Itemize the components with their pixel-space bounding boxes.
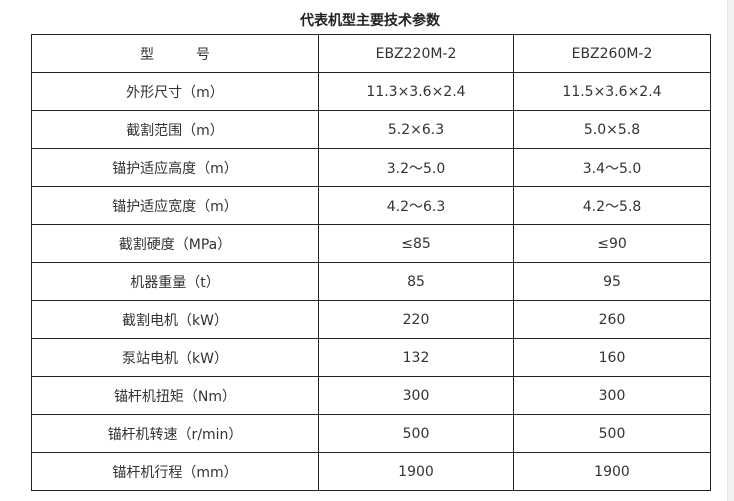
parameter-cell: 机器重量（t） [31,262,319,301]
value-cell: ≤85 [318,224,514,263]
scrollbar[interactable] [727,0,734,501]
value-cell: 160 [513,338,711,377]
value-cell: 1900 [513,452,711,491]
table-row: 外形尺寸（m） 11.3×3.6×2.4 11.5×3.6×2.4 [31,72,711,111]
value-cell: 85 [318,262,514,301]
value-cell: 11.5×3.6×2.4 [513,72,711,111]
table-row: 锚杆机扭矩（Nm） 300 300 [31,376,711,415]
value-cell: 95 [513,262,711,301]
table-row: 泵站电机（kW） 132 160 [31,338,711,377]
table-title: 代表机型主要技术参数 [300,13,440,29]
table-row: 锚杆机转速（r/min） 500 500 [31,414,711,453]
parameter-cell: 锚护适应宽度（m） [31,186,319,225]
parameter-cell: 型 号 [31,34,319,73]
parameter-cell: 外形尺寸（m） [31,72,319,111]
table-row: 锚护适应宽度（m） 4.2～6.3 4.2～5.8 [31,186,711,225]
value-cell: EBZ220M-2 [318,34,514,73]
value-cell: 5.0×5.8 [513,110,711,149]
parameter-cell: 锚杆机行程（mm） [31,452,319,491]
parameter-cell: 锚护适应高度（m） [31,148,319,187]
value-cell: 11.3×3.6×2.4 [318,72,514,111]
value-cell: 220 [318,300,514,339]
value-cell: 300 [318,376,514,415]
value-cell: 5.2×6.3 [318,110,514,149]
table-row: 锚杆机行程（mm） 1900 1900 [31,452,711,491]
value-cell: 1900 [318,452,514,491]
value-cell: ≤90 [513,224,711,263]
value-cell: 500 [318,414,514,453]
parameter-cell: 截割电机（kW） [31,300,319,339]
value-cell: 300 [513,376,711,415]
table-header-row: 型 号 EBZ220M-2 EBZ260M-2 [31,34,711,73]
spec-table: 型 号 EBZ220M-2 EBZ260M-2 外形尺寸（m） 11.3×3.6×2.4… [31,34,711,491]
value-cell: EBZ260M-2 [513,34,711,73]
value-cell: 132 [318,338,514,377]
parameter-cell: 锚杆机扭矩（Nm） [31,376,319,415]
value-cell: 4.2～5.8 [513,186,711,225]
table-row: 截割硬度（MPa） ≤85 ≤90 [31,224,711,263]
parameter-cell: 截割硬度（MPa） [31,224,319,263]
value-cell: 500 [513,414,711,453]
value-cell: 260 [513,300,711,339]
table-row: 锚护适应高度（m） 3.2～5.0 3.4～5.0 [31,148,711,187]
parameter-cell: 锚杆机转速（r/min） [31,414,319,453]
value-cell: 4.2～6.3 [318,186,514,225]
value-cell: 3.4～5.0 [513,148,711,187]
table-row: 截割范围（m） 5.2×6.3 5.0×5.8 [31,110,711,149]
parameter-cell: 泵站电机（kW） [31,338,319,377]
value-cell: 3.2～5.0 [318,148,514,187]
table-row: 机器重量（t） 85 95 [31,262,711,301]
parameter-cell: 截割范围（m） [31,110,319,149]
table-row: 截割电机（kW） 220 260 [31,300,711,339]
